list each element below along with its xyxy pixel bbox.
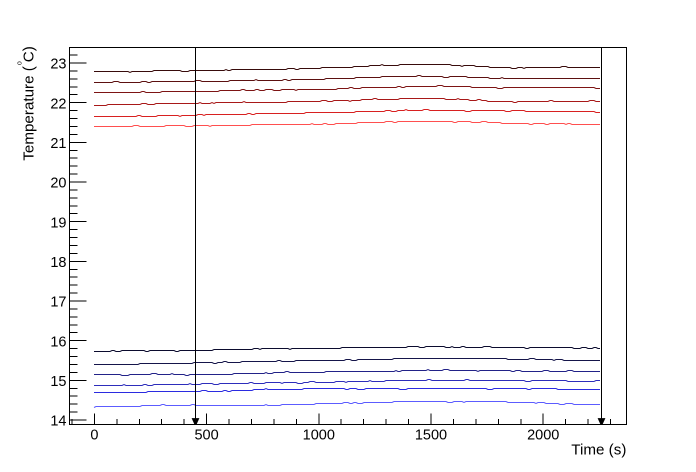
svg-text:21: 21 (50, 136, 66, 152)
svg-text:1500: 1500 (415, 428, 447, 444)
svg-text:500: 500 (194, 428, 218, 444)
svg-text:17: 17 (50, 295, 66, 311)
svg-text:2000: 2000 (527, 428, 559, 444)
svg-text:19: 19 (50, 215, 66, 231)
svg-text:16: 16 (50, 334, 66, 350)
svg-text:18: 18 (50, 255, 66, 271)
svg-text:14: 14 (50, 414, 66, 430)
svg-text:15: 15 (50, 374, 66, 390)
svg-text:23: 23 (50, 57, 66, 73)
svg-text:20: 20 (50, 176, 66, 192)
svg-text:0: 0 (90, 428, 98, 444)
svg-text:Temperature (oC): Temperature (oC) (17, 46, 38, 160)
svg-text:Time (s): Time (s) (571, 442, 626, 459)
svg-text:22: 22 (50, 96, 66, 112)
svg-text:1000: 1000 (303, 428, 335, 444)
